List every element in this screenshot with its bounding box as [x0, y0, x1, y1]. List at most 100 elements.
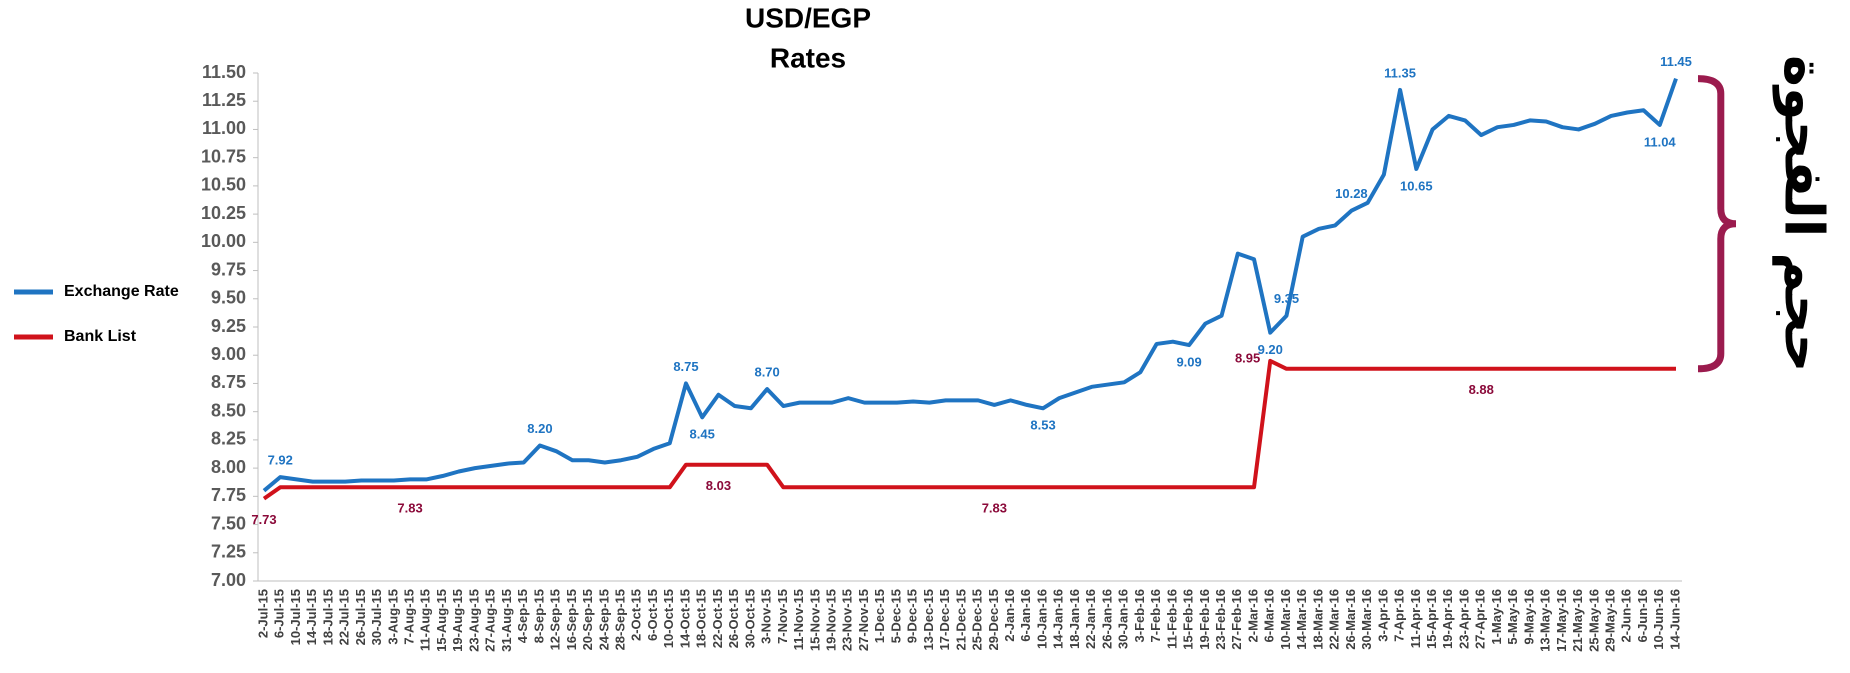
x-tick-label: 26-Jul-15 [353, 589, 368, 645]
x-tick-label: 2-Jul-15 [255, 589, 270, 638]
x-tick-label: 15-Apr-16 [1424, 589, 1439, 649]
x-tick-label: 19-Feb-16 [1197, 589, 1212, 650]
x-tick-label: 11-Feb-16 [1164, 589, 1179, 649]
series-line [262, 77, 1678, 493]
data-label: 10.28 [1335, 186, 1368, 201]
data-label: 8.70 [754, 365, 779, 380]
x-tick-label: 14-Jun-16 [1667, 589, 1682, 650]
x-tick-label: 11-Nov-15 [791, 589, 806, 650]
series-line [262, 358, 1676, 501]
x-tick-label: 27-Aug-15 [483, 589, 498, 652]
x-tick-label: 7-Aug-15 [402, 589, 417, 645]
x-tick-label: 14-Oct-15 [677, 589, 692, 648]
x-tick-label: 2-Mar-16 [1245, 589, 1260, 642]
data-label: 10.65 [1400, 178, 1433, 193]
x-tick-label: 29-May-16 [1603, 589, 1618, 652]
x-tick-label: 2-Jun-16 [1619, 589, 1634, 642]
x-tick-label: 10-Jun-16 [1651, 589, 1666, 650]
x-tick-label: 22-Jul-15 [337, 589, 352, 645]
gap-annotation: حجم الفجوة [1773, 55, 1834, 373]
x-tick-label: 12-Sep-15 [548, 589, 563, 650]
data-label: 7.83 [397, 501, 422, 516]
x-tick-label: 7-Apr-16 [1392, 589, 1407, 642]
y-tick-label: 7.00 [211, 570, 246, 590]
y-tick-label: 11.25 [202, 90, 246, 110]
data-label: 8.95 [1235, 350, 1260, 365]
x-tick-label: 3-Nov-15 [759, 589, 774, 644]
x-tick-label: 28-Sep-15 [612, 589, 627, 650]
x-tick-label: 17-Dec-15 [937, 589, 952, 650]
chart-title: Rates [770, 42, 846, 73]
y-tick-label: 9.25 [211, 316, 246, 336]
data-label: 7.83 [982, 501, 1007, 516]
x-tick-label: 1-May-16 [1489, 589, 1504, 645]
data-label: 8.53 [1030, 418, 1055, 433]
y-tick-label: 7.50 [211, 513, 246, 533]
y-tick-label: 9.75 [211, 259, 246, 279]
x-tick-label: 6-Jul-15 [272, 589, 287, 638]
x-tick-label: 21-May-16 [1570, 589, 1585, 652]
y-tick-label: 11.00 [202, 118, 246, 138]
x-tick-label: 10-Mar-16 [1278, 589, 1293, 650]
x-tick-label: 30-Jan-16 [1116, 589, 1131, 649]
y-tick-label: 7.25 [211, 542, 246, 562]
chart-title: USD/EGP [745, 2, 871, 33]
y-tick-label: 10.25 [201, 203, 246, 223]
x-tick-label: 27-Feb-16 [1229, 589, 1244, 650]
x-tick-label: 30-Mar-16 [1359, 589, 1374, 650]
x-tick-label: 17-May-16 [1554, 589, 1569, 652]
y-tick-label: 7.75 [211, 485, 246, 505]
legend-label: Exchange Rate [64, 283, 179, 300]
x-tick-label: 14-Jan-16 [1051, 589, 1066, 649]
x-tick-label: 22-Oct-15 [710, 589, 725, 648]
y-tick-label: 10.50 [201, 175, 246, 195]
y-tick-label: 8.00 [211, 457, 246, 477]
y-tick-label: 8.25 [211, 429, 246, 449]
x-tick-label: 24-Sep-15 [596, 589, 611, 650]
x-tick-label: 20-Sep-15 [580, 589, 595, 650]
x-tick-label: 19-Apr-16 [1440, 589, 1455, 649]
y-tick-label: 9.00 [211, 344, 246, 364]
data-label: 8.20 [527, 421, 552, 436]
x-tick-label: 18-Oct-15 [694, 589, 709, 648]
x-tick-label: 27-Nov-15 [856, 589, 871, 651]
x-tick-label: 13-May-16 [1538, 589, 1553, 652]
data-label: 11.45 [1660, 54, 1692, 69]
y-tick-label: 10.75 [201, 146, 246, 166]
x-tick-label: 19-Nov-15 [823, 589, 838, 651]
x-tick-label: 31-Aug-15 [499, 589, 514, 652]
data-label: 8.03 [706, 478, 731, 493]
data-label: 7.92 [268, 453, 293, 468]
x-tick-label: 11-Apr-16 [1408, 589, 1423, 648]
legend-label: Bank List [64, 328, 137, 345]
x-tick-label: 22-Jan-16 [1083, 589, 1098, 649]
gap-brace [1697, 75, 1737, 373]
x-tick-label: 26-Oct-15 [726, 589, 741, 648]
x-tick-label: 21-Dec-15 [953, 589, 968, 650]
x-tick-label: 3-Apr-16 [1375, 589, 1390, 642]
data-label: 11.35 [1384, 65, 1416, 80]
y-tick-label: 9.50 [211, 288, 246, 308]
x-tick-label: 8-Sep-15 [531, 589, 546, 643]
x-tick-label: 10-Oct-15 [661, 589, 676, 648]
data-label: 9.35 [1274, 291, 1299, 306]
data-label: 8.45 [690, 427, 715, 442]
data-label: 8.88 [1469, 382, 1494, 397]
x-tick-label: 16-Sep-15 [564, 589, 579, 650]
x-tick-label: 5-May-16 [1505, 589, 1520, 645]
x-tick-label: 18-Mar-16 [1310, 589, 1325, 650]
x-tick-label: 5-Dec-15 [888, 589, 903, 643]
x-tick-label: 14-Mar-16 [1294, 589, 1309, 650]
x-tick-label: 25-Dec-15 [970, 589, 985, 650]
y-tick-label: 8.75 [211, 372, 246, 392]
x-tick-label: 15-Aug-15 [434, 589, 449, 652]
x-tick-label: 19-Aug-15 [450, 589, 465, 652]
y-tick-label: 10.00 [201, 231, 246, 251]
x-tick-label: 10-Jul-15 [288, 589, 303, 645]
x-tick-label: 6-Mar-16 [1262, 589, 1277, 642]
y-tick-label: 11.50 [202, 62, 246, 82]
x-tick-label: 7-Nov-15 [775, 589, 790, 644]
x-tick-label: 9-Dec-15 [905, 589, 920, 643]
x-tick-label: 6-Oct-15 [645, 589, 660, 641]
